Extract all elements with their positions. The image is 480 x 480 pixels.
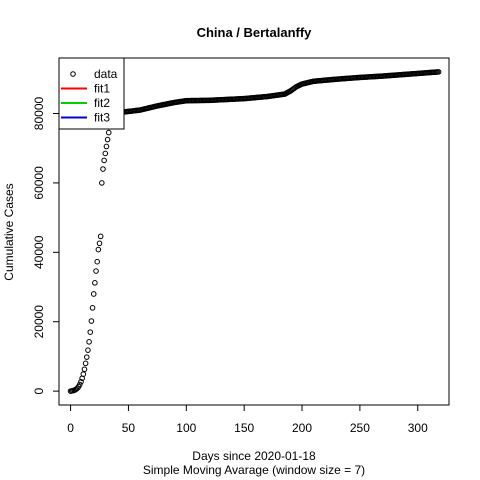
data-point (96, 240, 103, 247)
data-point (92, 280, 98, 286)
data-point (101, 157, 107, 164)
data-point (103, 143, 110, 150)
legend-label-fit3: fit3 (94, 111, 110, 125)
y-tick-label: 80000 (32, 97, 46, 131)
data-point (78, 378, 84, 385)
data-point (97, 233, 104, 240)
x-tick-label: 0 (67, 421, 74, 435)
data-point (93, 268, 99, 274)
x-tick-label: 300 (408, 421, 428, 435)
data-point (89, 305, 96, 311)
y-tick-label: 40000 (32, 235, 46, 269)
data-point (105, 129, 112, 136)
chart-title: China / Bertalanffy (197, 25, 313, 40)
legend-symbol-data (70, 71, 76, 77)
data-point (82, 360, 89, 367)
y-tick-label: 0 (32, 387, 46, 394)
data-point (102, 150, 109, 157)
x-tick-label: 250 (350, 421, 370, 435)
x-tick-label: 50 (122, 421, 136, 435)
data-point (104, 136, 111, 143)
data-points (67, 69, 442, 394)
chart-subtitle: Simple Moving Avarage (window size = 7) (143, 463, 365, 477)
data-point (90, 291, 97, 297)
legend-label-fit1: fit1 (94, 82, 110, 96)
x-tick-label: 150 (234, 421, 254, 435)
y-axis: 0 20000 40000 60000 80000 (32, 97, 60, 394)
data-point (81, 366, 88, 373)
data-point (87, 329, 94, 335)
data-point (95, 246, 102, 253)
data-point (83, 354, 90, 360)
legend-label-fit2: fit2 (94, 96, 110, 110)
data-point (99, 180, 105, 186)
x-axis-label: Days since 2020-01-18 (192, 449, 316, 463)
data-point (88, 318, 95, 324)
x-tick-label: 100 (176, 421, 196, 435)
data-point (77, 381, 83, 388)
x-axis: 0 50 100 150 200 250 300 (67, 404, 428, 435)
data-point (100, 166, 106, 172)
data-point (80, 371, 87, 377)
data-point (86, 339, 92, 345)
y-tick-label: 20000 (32, 305, 46, 339)
y-axis-label: Cumulative Cases (2, 183, 16, 280)
y-tick-label: 60000 (32, 166, 46, 200)
data-point (435, 69, 442, 75)
data-point (85, 347, 91, 353)
data-point (94, 258, 100, 265)
legend-label-data: data (94, 67, 118, 81)
x-tick-label: 200 (292, 421, 312, 435)
